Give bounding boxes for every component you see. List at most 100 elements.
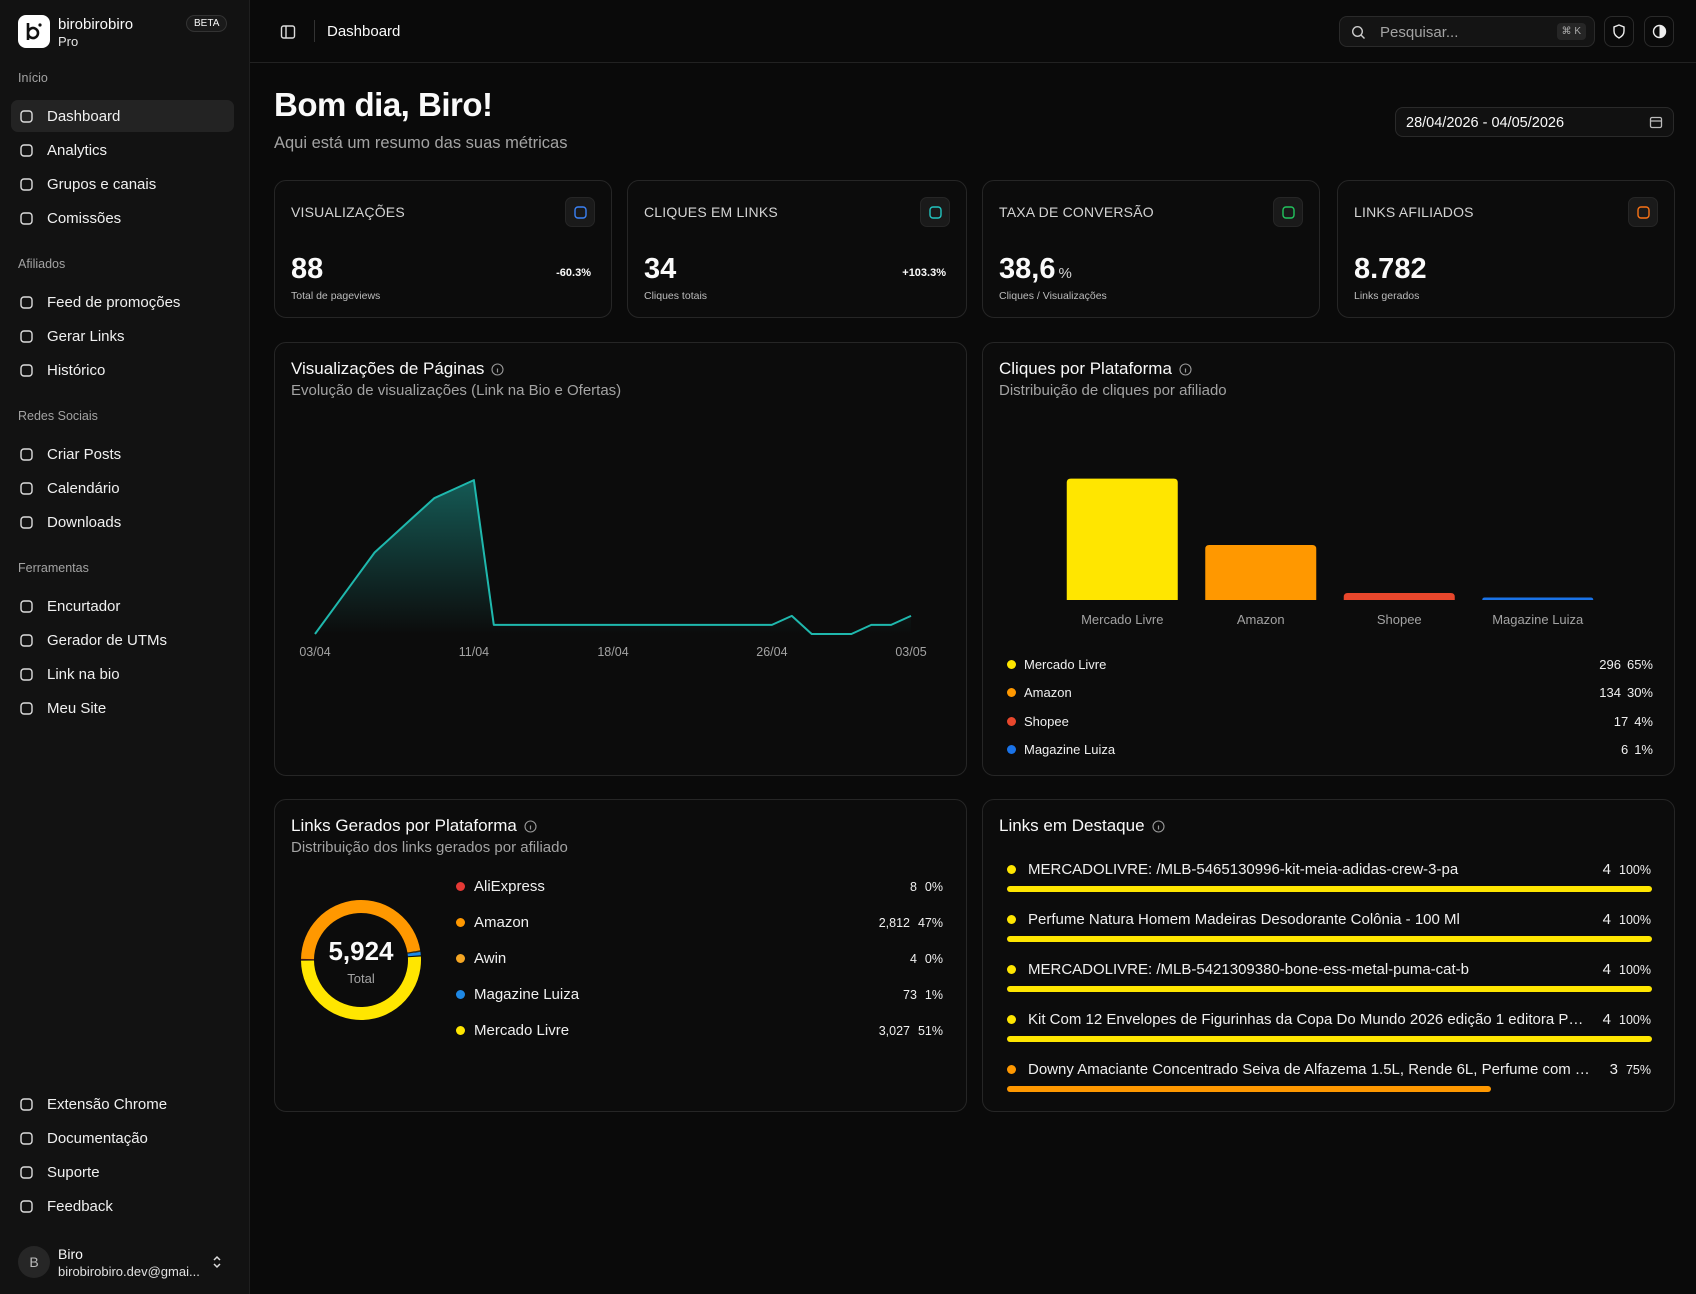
icon-shape xyxy=(20,1131,33,1145)
kpi-icon xyxy=(1273,197,1303,227)
icon-shape xyxy=(20,363,33,377)
icon xyxy=(20,329,33,343)
legend-count: 296 xyxy=(1599,657,1621,672)
link-row[interactable]: MERCADOLIVRE: /MLB-5421309380-bone-ess-m… xyxy=(1007,961,1651,978)
nav-item[interactable]: Calendário xyxy=(11,472,234,504)
icon xyxy=(573,205,587,219)
nav-label: Encurtador xyxy=(47,597,121,615)
nav-item[interactable]: Grupos e canais xyxy=(11,168,234,200)
link-row[interactable]: Perfume Natura Homem Madeiras Desodorant… xyxy=(1007,911,1651,928)
link-row[interactable]: MERCADOLIVRE: /MLB-5465130996-kit-meia-a… xyxy=(1007,861,1651,878)
legend-dot xyxy=(456,918,465,927)
icon-shape xyxy=(20,447,33,461)
nav-item[interactable]: Gerador de UTMs xyxy=(11,624,234,656)
legend-dot xyxy=(1007,744,1016,754)
logo[interactable] xyxy=(18,15,50,48)
nav-item[interactable]: Histórico xyxy=(11,354,234,386)
icon xyxy=(20,1199,33,1213)
panel-title: Cliques por Plataforma xyxy=(999,359,1172,378)
user-menu[interactable] xyxy=(211,1254,223,1270)
shield-button[interactable] xyxy=(1604,16,1634,47)
legend-dot xyxy=(456,954,465,963)
icon-shape xyxy=(20,599,33,613)
bar xyxy=(1205,545,1317,600)
x-tick-label: Amazon xyxy=(1237,612,1285,627)
nav-item[interactable]: Documentação xyxy=(11,1122,234,1154)
kpi-delta: -60.3% xyxy=(556,267,591,279)
icon-shape xyxy=(20,667,33,681)
nav-item[interactable]: Gerar Links xyxy=(11,320,234,352)
nav-label: Analytics xyxy=(47,141,108,159)
icon xyxy=(20,295,33,309)
icon xyxy=(20,633,33,647)
kpi-value-wrap: 38,6% xyxy=(999,253,1072,286)
icon xyxy=(1636,205,1650,219)
greeting-title: Bom dia, Biro! xyxy=(274,86,493,123)
legend-label: AliExpress xyxy=(474,878,545,895)
nav-label: Gerador de UTMs xyxy=(47,631,168,649)
nav-item[interactable]: Extensão Chrome xyxy=(11,1088,234,1120)
legend-dot xyxy=(1007,716,1016,726)
nav-item[interactable]: Dashboard xyxy=(11,100,234,132)
legend-share: 0% xyxy=(924,879,943,894)
link-count: 4 xyxy=(1602,961,1612,978)
legend-label: Amazon xyxy=(1024,685,1072,701)
icon-shape xyxy=(1281,205,1295,219)
link-row[interactable]: Downy Amaciante Concentrado Seiva de Alf… xyxy=(1007,1061,1651,1078)
icon-shape xyxy=(20,633,33,647)
nav-label: Suporte xyxy=(47,1163,100,1181)
section-heading: Redes Sociais xyxy=(18,409,98,423)
sidebar-toggle[interactable] xyxy=(280,24,296,40)
nav-label: Dashboard xyxy=(47,107,121,125)
search[interactable]: Pesquisar... ⌘ K xyxy=(1339,16,1595,47)
panel-title-row: Cliques por Plataforma xyxy=(999,359,1192,379)
legend-label: Magazine Luiza xyxy=(1024,741,1116,757)
link-bar xyxy=(1007,1036,1652,1042)
legend-row: Magazine Luiza 6 1% xyxy=(1007,742,1653,757)
kpi-caption: Total de pageviews xyxy=(291,290,381,302)
panel-subtitle: Distribuição dos links gerados por afili… xyxy=(291,839,568,856)
legend-label: Magazine Luiza xyxy=(474,986,580,1003)
date-picker[interactable]: 28/04/2026 - 04/05/2026 xyxy=(1395,107,1674,137)
info-circle xyxy=(524,819,537,833)
info-circle xyxy=(1179,362,1192,376)
panel-title-row: Visualizações de Páginas xyxy=(291,359,504,379)
panel-title: Visualizações de Páginas xyxy=(291,359,485,378)
top-links-panel: Links em Destaque MERCADOLIVRE: /MLB-5465… xyxy=(982,799,1675,1112)
divider xyxy=(314,20,315,42)
nav-item[interactable]: Encurtador xyxy=(11,590,234,622)
nav-item[interactable]: Feed de promoções xyxy=(11,286,234,318)
nav-item[interactable]: Feedback xyxy=(11,1190,234,1222)
nav-label: Grupos e canais xyxy=(47,175,157,193)
kpi-value-wrap: 34 xyxy=(644,253,676,286)
link-row[interactable]: Kit Com 12 Envelopes de Figurinhas da Co… xyxy=(1007,1011,1651,1028)
header: Dashboard Pesquisar... ⌘ K xyxy=(250,0,1696,63)
icon-shape xyxy=(20,1097,33,1111)
info-circle xyxy=(1151,819,1165,833)
shortcut: ⌘ K xyxy=(1556,23,1586,40)
legend-share: 30% xyxy=(1626,685,1653,701)
legend-label: Mercado Livre xyxy=(474,1022,570,1039)
nav-item[interactable]: Analytics xyxy=(11,134,234,166)
nav-item[interactable]: Link na bio xyxy=(11,658,234,690)
line xyxy=(314,479,912,635)
nav-item[interactable]: Suporte xyxy=(11,1156,234,1188)
link-bar xyxy=(1007,886,1652,892)
theme-button[interactable] xyxy=(1644,16,1674,47)
legend-share: 1% xyxy=(1634,741,1653,757)
nav-label: Meu Site xyxy=(47,699,107,717)
info-icon xyxy=(1179,362,1192,376)
link-share: 100% xyxy=(1619,862,1651,877)
nav-item[interactable]: Meu Site xyxy=(11,692,234,724)
nav-item[interactable]: Criar Posts xyxy=(11,438,234,470)
section-heading: Afiliados xyxy=(18,257,66,271)
link-count: 4 xyxy=(1602,911,1612,928)
kpi-card: LINKS AFILIADOS 8.782 Links gerados xyxy=(1337,180,1675,318)
nav-item[interactable]: Comissões xyxy=(11,202,234,234)
nav-label: Extensão Chrome xyxy=(47,1095,168,1113)
icon xyxy=(20,177,33,191)
nav-item[interactable]: Downloads xyxy=(11,506,234,538)
bar-chart: Mercado Livre Amazon Shopee Magazine Luiza xyxy=(1066,478,1594,627)
legend-count: 6 xyxy=(1620,741,1629,757)
icon-shape xyxy=(20,329,33,343)
